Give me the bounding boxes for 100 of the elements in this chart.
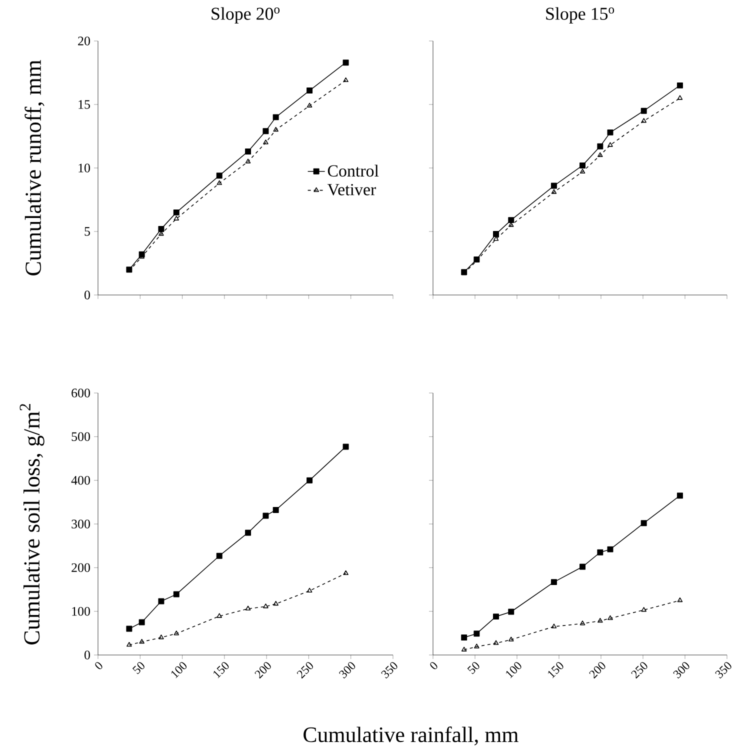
x-tick-label: 300: [338, 662, 356, 678]
point: [263, 604, 268, 608]
point: [641, 118, 646, 123]
point: [263, 140, 268, 144]
point: [273, 600, 278, 606]
point: [677, 95, 683, 100]
x-tick-label: 100: [171, 662, 187, 678]
x-tick-label: 150: [213, 662, 229, 678]
point: [273, 126, 278, 132]
point: [461, 634, 468, 641]
point: [580, 564, 586, 570]
point: [677, 597, 683, 602]
point: [158, 598, 164, 604]
y-tick-label: 600: [72, 388, 90, 398]
point: [126, 642, 132, 647]
point: [343, 77, 348, 82]
point: [173, 591, 180, 598]
point: [493, 231, 499, 238]
point: [139, 638, 144, 644]
point: [580, 620, 586, 626]
point: [216, 180, 222, 185]
point: [608, 615, 613, 620]
point: [343, 570, 348, 576]
point: [342, 444, 349, 450]
x-tick-label: 250: [631, 662, 648, 679]
point: [551, 189, 557, 194]
point: [607, 129, 614, 136]
point: [461, 646, 467, 652]
chart-title: Slope 20$^{o}$: [212, 7, 280, 24]
x-tick-label: 200: [589, 662, 606, 679]
point: [126, 626, 132, 632]
x-tick-label: 0: [430, 662, 438, 670]
x-tick-label: 50: [467, 662, 480, 674]
point: [262, 128, 269, 134]
x-tick-label: 50: [132, 662, 144, 674]
y-tick-label: 10: [78, 164, 90, 172]
point: [676, 82, 683, 88]
point: [245, 158, 251, 164]
y-tick-label: 500: [72, 432, 90, 442]
point: [216, 172, 222, 179]
point: [216, 613, 222, 618]
point: [262, 512, 269, 519]
point: [508, 608, 514, 615]
point: [474, 630, 480, 637]
point: [174, 216, 180, 220]
point: [306, 88, 313, 94]
chart-title: Slope 15$^{o}$: [546, 7, 614, 24]
point: [580, 162, 586, 168]
y-axis-title: Cumulative runoff, mm: [24, 60, 44, 276]
point: [272, 507, 279, 514]
x-tick-label: 250: [296, 662, 313, 679]
x-axis-title: Cumulative rainfall, mm: [304, 726, 518, 746]
point: [551, 624, 557, 628]
point: [640, 108, 647, 114]
x-tick-label: 350: [381, 662, 398, 678]
point: [550, 579, 557, 586]
point: [597, 549, 604, 556]
point: [138, 619, 145, 626]
point: [640, 520, 647, 526]
legend-label: Vetiver: [327, 184, 376, 196]
point: [245, 530, 252, 536]
point: [306, 477, 313, 484]
x-tick-label: 350: [715, 662, 732, 678]
point: [245, 148, 252, 154]
y-tick-label: 5: [84, 227, 90, 236]
point: [174, 630, 180, 636]
point: [608, 142, 613, 147]
x-tick-label: 150: [548, 662, 564, 678]
x-tick-label: 100: [506, 662, 522, 678]
x-tick-label: 200: [254, 662, 271, 679]
point: [598, 618, 603, 623]
point: [493, 614, 499, 620]
point: [598, 152, 603, 157]
y-axis-title: Cumulative soil loss, g/m$^{2}$: [20, 404, 44, 644]
point: [158, 226, 164, 232]
point: [474, 644, 480, 648]
point: [245, 606, 251, 610]
y-tick-label: 20: [78, 36, 90, 46]
y-tick-label: 300: [72, 520, 90, 528]
y-tick-label: 100: [72, 606, 90, 616]
point: [306, 588, 312, 592]
y-tick-label: 0: [84, 650, 90, 660]
point: [676, 492, 683, 499]
y-tick-label: 400: [71, 476, 90, 485]
point: [272, 114, 279, 120]
point: [493, 640, 499, 645]
x-tick-label: 300: [673, 662, 690, 678]
y-tick-label: 0: [84, 290, 90, 300]
point: [580, 168, 586, 174]
point: [508, 217, 514, 224]
point: [508, 636, 514, 642]
y-tick-label: 200: [72, 563, 90, 572]
point: [641, 607, 646, 612]
point: [342, 60, 349, 66]
point: [158, 634, 164, 640]
y-tick-label: 15: [78, 100, 90, 109]
point: [607, 546, 614, 552]
legend-label: Control: [328, 164, 379, 177]
point: [597, 143, 604, 150]
point: [306, 102, 312, 108]
